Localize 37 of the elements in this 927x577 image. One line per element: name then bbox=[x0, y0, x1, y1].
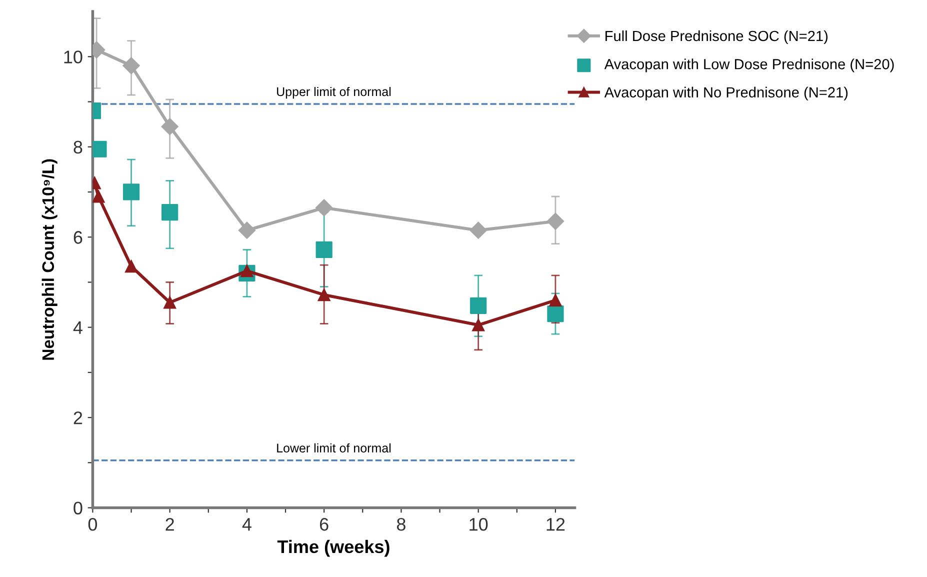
x-tick-label: 10 bbox=[470, 518, 488, 531]
y-tick-label: 10 bbox=[64, 50, 82, 64]
point bbox=[316, 199, 333, 216]
point bbox=[470, 222, 487, 239]
legend-label: Avacopan with Low Dose Prednisone (N=20) bbox=[604, 58, 894, 72]
point bbox=[161, 118, 178, 136]
point bbox=[122, 184, 140, 200]
point bbox=[238, 222, 256, 239]
point bbox=[92, 190, 105, 203]
y-axis-title: Neutrophil Count (x10⁹/L) bbox=[42, 159, 58, 360]
y-tick-label: 8 bbox=[74, 140, 82, 154]
ref-line-label: Upper limit of normal bbox=[277, 86, 391, 99]
x-tick-label: 2 bbox=[166, 518, 174, 531]
point bbox=[125, 260, 138, 273]
ref-line-label: Lower limit of normal bbox=[277, 443, 391, 453]
x-tick-label: 8 bbox=[396, 518, 406, 531]
point bbox=[472, 318, 485, 332]
point bbox=[546, 212, 564, 230]
x-tick-label: 12 bbox=[546, 518, 565, 531]
x-tick-label: 6 bbox=[320, 518, 328, 531]
y-tick-label: 4 bbox=[73, 321, 82, 334]
x-tick-label: 4 bbox=[242, 518, 252, 531]
point bbox=[122, 57, 140, 74]
point bbox=[316, 241, 332, 258]
x-tick-label: 0 bbox=[88, 518, 98, 531]
point bbox=[470, 297, 487, 314]
y-tick-label: 2 bbox=[74, 411, 82, 424]
legend-label: Full Dose Prednisone SOC (N=21) bbox=[606, 30, 828, 44]
legend-label: Avacopan with No Prednisone (N=21) bbox=[604, 86, 848, 100]
y-tick-label: 6 bbox=[74, 231, 82, 244]
point bbox=[318, 288, 330, 302]
point bbox=[549, 294, 562, 306]
point bbox=[547, 305, 564, 322]
y-tick-label: 0 bbox=[74, 502, 82, 514]
point bbox=[162, 204, 178, 221]
point bbox=[164, 296, 176, 309]
x-axis-title: Time (weeks) bbox=[277, 540, 390, 557]
